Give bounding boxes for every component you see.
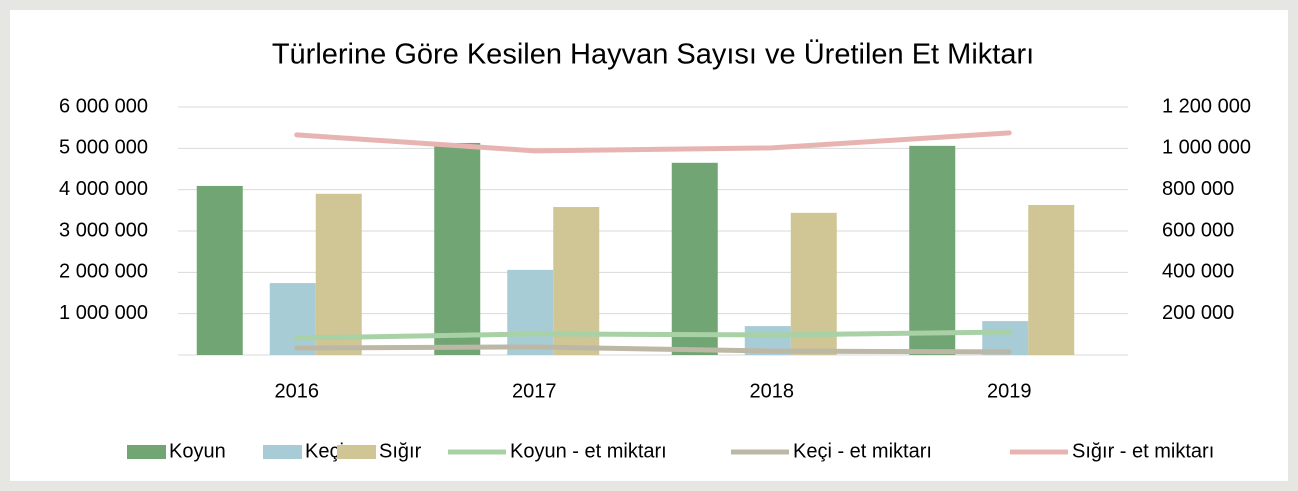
line-series (294, 344, 1012, 355)
y-tick-label: 4 000 000 (59, 178, 148, 200)
x-tick-label: 2019 (987, 380, 1032, 402)
bar (434, 142, 481, 355)
y-tick-label: 6 000 000 (59, 95, 148, 117)
legend-label: Keçi - et miktarı (793, 440, 932, 462)
y-tick-label: 3 000 000 (59, 219, 148, 241)
y2-tick-label: 1 000 000 (1162, 137, 1251, 159)
y2-tick-label: 600 000 (1162, 219, 1234, 241)
line-series (294, 329, 1012, 341)
legend-label: Koyun (169, 440, 226, 462)
bar (909, 145, 956, 355)
bar (1028, 204, 1075, 355)
bar (315, 193, 362, 355)
y-tick-label: 5 000 000 (59, 137, 148, 159)
legend-swatch (337, 445, 376, 459)
chart-title: Türlerine Göre Kesilen Hayvan Sayısı ve … (272, 39, 1034, 71)
bar (196, 185, 243, 355)
line-series (294, 130, 1012, 154)
y2-tick-label: 200 000 (1162, 302, 1234, 324)
legend-swatch (127, 445, 166, 459)
bar (553, 207, 600, 355)
x-tick-label: 2016 (275, 380, 320, 402)
bar (790, 212, 837, 355)
legend-label: Koyun - et miktarı (510, 440, 667, 462)
legend-label: Sığır - et miktarı (1072, 440, 1214, 462)
bar (671, 162, 718, 355)
legend-label: Sığır (379, 440, 422, 462)
y2-tick-label: 800 000 (1162, 178, 1234, 200)
y2-tick-label: 1 200 000 (1162, 95, 1251, 117)
legend-label: Keçi (305, 440, 344, 462)
legend-swatch (263, 445, 302, 459)
x-tick-label: 2018 (750, 380, 795, 402)
y2-tick-label: 400 000 (1162, 261, 1234, 283)
bar (507, 269, 554, 355)
y-tick-label: 1 000 000 (59, 302, 148, 324)
y-tick-label: 2 000 000 (59, 261, 148, 283)
bar (269, 283, 316, 355)
x-tick-label: 2017 (512, 380, 557, 402)
